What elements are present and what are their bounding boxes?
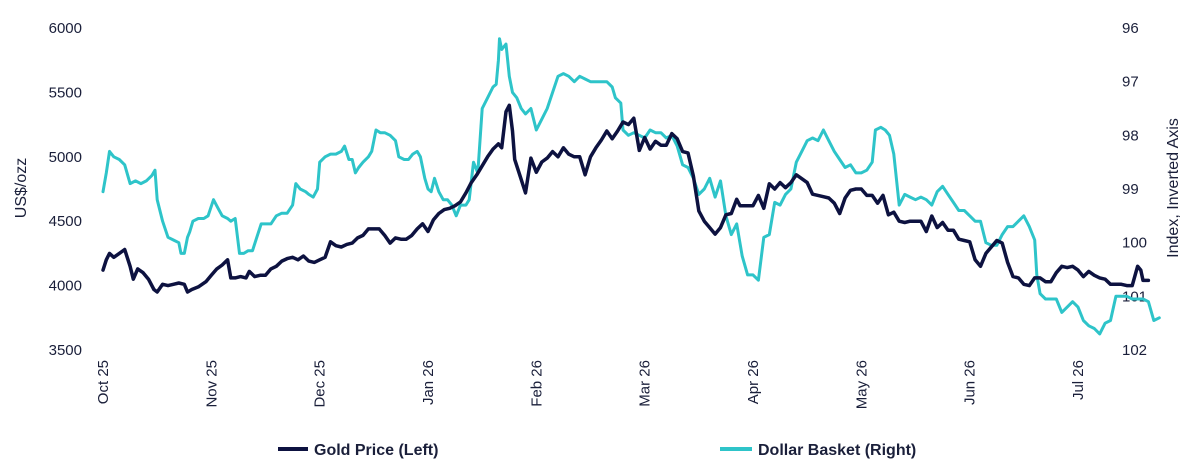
right-tick-label: 102 (1122, 342, 1147, 359)
legend: Gold Price (Left) Dollar Basket (Right) (278, 442, 916, 459)
legend-label-dollar: Dollar Basket (Right) (758, 442, 916, 459)
left-tick-label: 3500 (49, 342, 82, 359)
right-tick-label: 100 (1122, 235, 1147, 252)
x-tick-label: Jun 26 (962, 360, 979, 405)
series-line-gold-price (101, 103, 1151, 294)
x-tick-label: Dec 25 (312, 360, 329, 408)
left-tick-label: 6000 (49, 20, 82, 37)
legend-label-gold: Gold Price (Left) (314, 442, 438, 459)
right-tick-label: 101 (1122, 288, 1147, 305)
x-tick-label: Apr 26 (745, 360, 762, 404)
left-axis-title: US$/ozz (13, 158, 30, 218)
left-tick-label: 5500 (49, 84, 82, 101)
x-tick-label: May 26 (853, 360, 870, 409)
right-axis-title: Index, Inverted Axis (1165, 118, 1182, 258)
x-tick-label: Jan 26 (420, 360, 437, 405)
right-tick-label: 98 (1122, 127, 1139, 144)
x-tick-label: Feb 26 (528, 360, 545, 407)
x-axis-ticks: Oct 25 Nov 25 Dec 25 Jan 26 Feb 26 Mar 26 Apr … (95, 360, 1087, 409)
right-tick-label: 96 (1122, 20, 1139, 37)
right-tick-label: 99 (1122, 181, 1139, 198)
right-axis-ticks: 96 97 98 99 100 101 102 (1122, 20, 1147, 359)
left-axis-ticks: 6000 5500 5000 4500 4000 3500 (49, 20, 82, 359)
right-tick-label: 97 (1122, 74, 1139, 91)
left-tick-label: 4000 (49, 278, 82, 295)
series-line-dollar-basket (101, 37, 1161, 336)
x-tick-label: Mar 26 (637, 360, 654, 407)
x-tick-label: Oct 25 (95, 360, 112, 404)
left-tick-label: 4500 (49, 213, 82, 230)
left-tick-label: 5000 (49, 149, 82, 166)
x-tick-label: Nov 25 (203, 360, 220, 408)
x-tick-label: Jul 26 (1070, 360, 1087, 400)
